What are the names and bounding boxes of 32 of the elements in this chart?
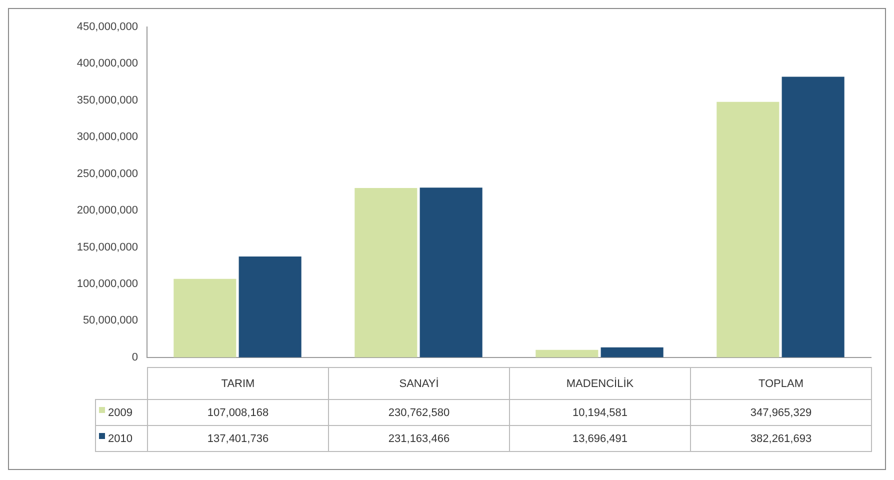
data-label: 107,008,168 — [148, 400, 328, 426]
y-tick-label: 100,000,000 — [76, 278, 138, 290]
y-tick-label: 0 — [132, 351, 138, 364]
data-label: 382,261,693 — [690, 426, 872, 452]
x-tick-label: TARIM — [148, 368, 328, 400]
y-tick-label: 50,000,000 — [82, 314, 138, 327]
bar — [238, 256, 302, 358]
x-tick-label: TOPLAM — [690, 368, 872, 400]
data-label: 10,194,581 — [510, 400, 690, 426]
y-tick-label: 350,000,000 — [76, 94, 138, 106]
legend-label: 2009 — [96, 400, 148, 426]
bar — [174, 278, 236, 358]
bar — [600, 347, 664, 358]
bar — [420, 188, 482, 358]
y-tick-label: 150,000,000 — [76, 241, 138, 254]
y-tick-label: 250,000,000 — [76, 168, 138, 180]
y-tick-label: 300,000,000 — [76, 131, 138, 144]
y-tick-label: 400,000,000 — [76, 58, 138, 70]
bar — [354, 188, 418, 358]
bar — [782, 76, 844, 358]
legend-label: 2010 — [96, 426, 148, 452]
bar — [716, 102, 780, 358]
data-label: 231,163,466 — [328, 426, 510, 452]
data-label: 347,965,329 — [690, 400, 872, 426]
x-tick-label: SANAYİ — [328, 368, 510, 400]
data-label: 137,401,736 — [148, 426, 328, 452]
y-tick-label: 450,000,000 — [76, 21, 138, 34]
data-label: 13,696,491 — [510, 426, 690, 452]
bar — [536, 350, 598, 358]
data-label: 230,762,580 — [328, 400, 510, 426]
y-tick-label: 200,000,000 — [76, 204, 138, 217]
x-tick-label: MADENCİLİK — [510, 368, 690, 400]
